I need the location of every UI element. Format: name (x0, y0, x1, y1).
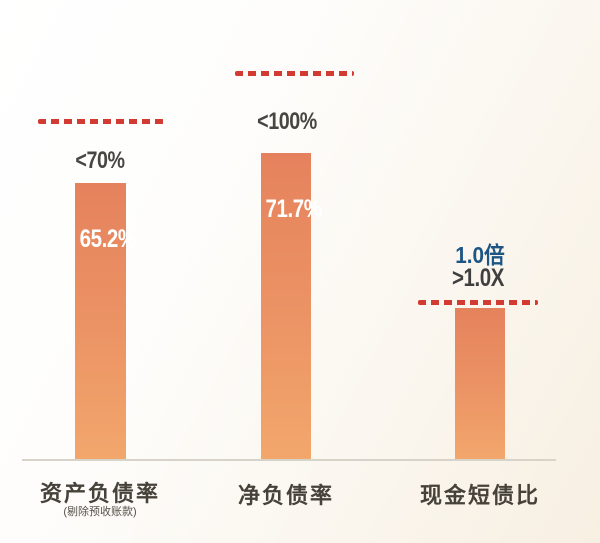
threshold-dashed-line-2 (235, 71, 354, 76)
category-label-2: 净负债率 (237, 483, 334, 508)
value-label-2: 71.7% (265, 195, 322, 223)
bar-asset-liability-ratio: 65.2% (75, 183, 136, 460)
bar-net-debt-ratio: 71.7% (261, 153, 322, 460)
threshold-label-3: >1.0X (451, 264, 505, 292)
value-label-1: 65.2% (79, 225, 136, 253)
x-axis-line (22, 459, 556, 461)
category-label-1: 资产负债率 (39, 481, 160, 506)
threshold-dashed-line-3 (418, 300, 538, 305)
category-label-3: 现金短债比 (419, 483, 540, 508)
threshold-label-1: <70% (75, 147, 125, 174)
threshold-dashed-line-1 (38, 119, 164, 124)
bar-cash-short-debt-ratio (455, 308, 505, 460)
value-label-3: 1.0倍 (455, 242, 505, 268)
threshold-label-2: <100% (257, 108, 317, 135)
category-note-1: (剔除预收账款) (63, 506, 137, 518)
